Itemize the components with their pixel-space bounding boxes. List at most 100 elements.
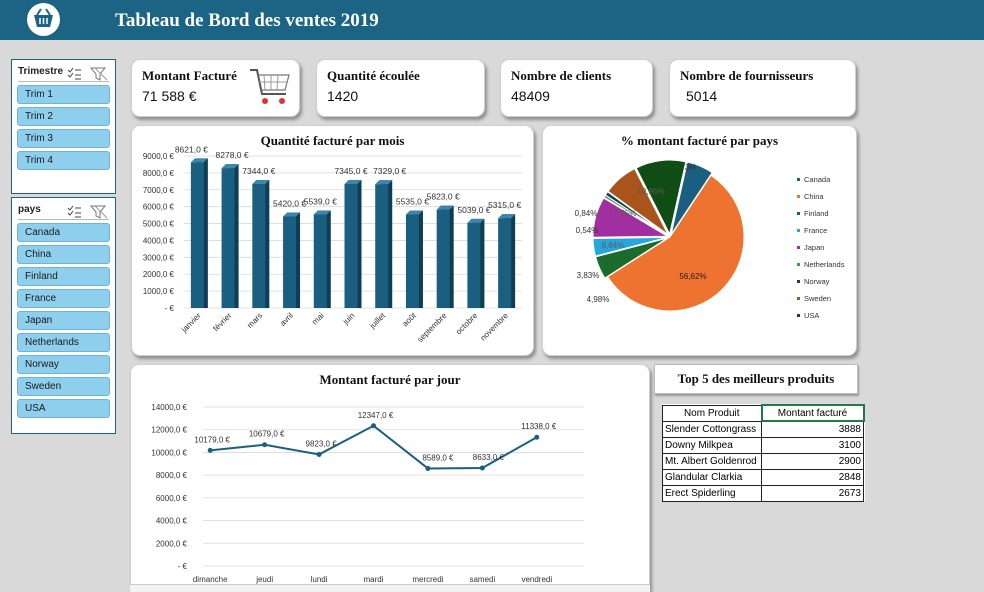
slicer-title: pays (18, 204, 41, 215)
data-label: 3,83% (577, 271, 600, 280)
dashboard-header: Tableau de Bord des ventes 2019 (0, 0, 984, 40)
top5-title: Top 5 des meilleurs produits (654, 364, 858, 394)
data-point (479, 465, 485, 471)
bar-chart-svg: - € 1000,0 € 2000,0 € 3000,0 € 4000,0 € 5000,… (143, 144, 522, 344)
data-label: 7329,0 € (373, 166, 406, 176)
legend-label: Sweden (804, 294, 831, 303)
legend-swatch (797, 178, 800, 181)
kpi-label: Quantité écoulée (327, 68, 420, 83)
bar (313, 214, 327, 308)
bar (405, 214, 419, 308)
y-tick-label: 4000,0 € (156, 517, 188, 526)
y-tick-label: 8000,0 € (143, 169, 175, 178)
x-tick-label: lundi (311, 575, 328, 584)
chart-title: Montant facturé par jour (319, 372, 461, 387)
data-label: 10679,0 € (249, 430, 285, 439)
x-tick-label: août (400, 311, 418, 329)
cell-product-name[interactable]: Erect Spiderling (662, 484, 762, 502)
slicer-item-sweden[interactable]: Sweden (17, 377, 110, 396)
data-label: 56,62% (679, 272, 706, 281)
chart-pays[interactable]: % montant facturé par pays 5,83%56,62%4,… (542, 125, 857, 356)
kpi-card-fournisseurs: Nombre de fournisseurs 5014 (669, 59, 856, 117)
legend-label: Finland (804, 209, 829, 218)
legend-swatch (797, 314, 800, 317)
table-row: Erect Spiderling 2673 (662, 484, 864, 502)
legend-label: Japan (804, 243, 824, 252)
cell-amount[interactable]: 2848 (761, 468, 864, 486)
cell-product-name[interactable]: Slender Cottongrass (662, 420, 762, 438)
slicer-item-usa[interactable]: USA (17, 399, 110, 418)
cell-amount[interactable]: 3100 (761, 436, 864, 454)
cell-amount[interactable]: 2900 (761, 452, 864, 470)
y-tick-label: 7000,0 € (143, 186, 175, 195)
bar-top (405, 210, 423, 215)
y-tick-label: 8000,0 € (156, 471, 188, 480)
shopping-cart-icon (248, 66, 292, 115)
slicer-item-trim-1[interactable]: Trim 1 (17, 85, 110, 104)
data-label: 4,98% (587, 295, 610, 304)
x-tick-label: octobre (454, 311, 480, 337)
y-tick-label: 6000,0 € (143, 203, 175, 212)
slicer-title: Trimestre (18, 66, 64, 77)
legend-swatch (797, 229, 800, 232)
slicer-item-trim-2[interactable]: Trim 2 (17, 107, 110, 126)
bar (344, 183, 358, 308)
data-point (262, 442, 268, 448)
slicer-item-norway[interactable]: Norway (17, 355, 110, 374)
slicer-item-finland[interactable]: Finland (17, 267, 110, 286)
multi-select-icon[interactable] (67, 67, 81, 80)
kpi-value: 71 588 € (142, 88, 197, 104)
slicer-item-netherlands[interactable]: Netherlands (17, 333, 110, 352)
slicer-item-trim-4[interactable]: Trim 4 (17, 151, 110, 170)
y-tick-label: 2000,0 € (143, 270, 175, 279)
cell-product-name[interactable]: Glandular Clarkia (662, 468, 762, 486)
slicer-item-france[interactable]: France (17, 289, 110, 308)
sheet-tab-strip (130, 584, 650, 592)
legend-label: Canada (804, 175, 831, 184)
slicer-item-trim-3[interactable]: Trim 3 (17, 129, 110, 148)
data-label: 8633,0 € (473, 453, 505, 462)
bar-top (252, 179, 270, 184)
bar-top (313, 210, 331, 215)
bar-top (190, 158, 208, 163)
column-header-montant[interactable]: Montant facturé (760, 404, 865, 422)
x-tick-label: février (211, 311, 233, 333)
data-label: 11338,0 € (521, 422, 557, 431)
x-tick-label: jeudi (255, 575, 273, 584)
cell-amount[interactable]: 2673 (761, 484, 864, 502)
slicer-item-canada[interactable]: Canada (17, 223, 110, 242)
multi-select-icon[interactable] (67, 205, 81, 218)
pie-slice (592, 236, 668, 257)
pie-slice (595, 237, 668, 279)
legend-swatch (797, 297, 800, 300)
x-tick-label: vendredi (521, 575, 552, 584)
column-header-nom[interactable]: Nom Produit (662, 404, 762, 422)
legend-label: Netherlands (804, 260, 845, 269)
bar-top (467, 218, 485, 223)
pie-slice (606, 174, 745, 312)
data-label: 8621,0 € (175, 144, 208, 154)
cell-product-name[interactable]: Downy Milkpea (662, 436, 762, 454)
y-tick-label: 5000,0 € (143, 220, 175, 229)
kpi-label: Nombre de fournisseurs (680, 68, 814, 83)
chart-title: Quantité facturé par mois (260, 133, 405, 148)
data-label: 10179,0 € (194, 435, 230, 444)
clear-filter-icon[interactable] (89, 67, 108, 81)
legend-swatch (797, 263, 800, 266)
chart-quantite-par-mois[interactable]: Quantité facturé par mois - € 1000,0 € 200… (131, 125, 534, 356)
slicer-item-japan[interactable]: Japan (17, 311, 110, 330)
bar (436, 209, 450, 308)
data-label: 9823,0 € (306, 439, 338, 448)
kpi-card-montant: Montant Facturé 71 588 € (131, 59, 300, 117)
legend-swatch (797, 212, 800, 215)
data-label: 0,84% (575, 209, 598, 218)
data-label: 5535,0 € (396, 197, 429, 207)
table-row: Downy Milkpea 3100 (662, 436, 864, 454)
data-label: 7345,0 € (334, 166, 367, 176)
clear-filter-icon[interactable] (89, 205, 108, 219)
cell-amount[interactable]: 3888 (761, 420, 864, 438)
cell-product-name[interactable]: Mt. Albert Goldenrod (662, 452, 762, 470)
slicer-item-china[interactable]: China (17, 245, 110, 264)
chart-montant-par-jour[interactable]: Montant facturé par jour - € 2000,0 € 4000… (130, 364, 650, 592)
x-tick-label: mercredi (412, 575, 443, 584)
